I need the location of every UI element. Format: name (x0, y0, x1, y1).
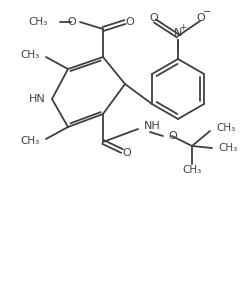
Text: CH₃: CH₃ (29, 17, 48, 27)
Text: CH₃: CH₃ (21, 50, 40, 60)
Text: O: O (67, 17, 76, 27)
Text: CH₃: CH₃ (217, 143, 236, 153)
Text: HN: HN (29, 94, 46, 104)
Text: NH: NH (143, 121, 160, 131)
Text: CH₃: CH₃ (182, 165, 201, 175)
Text: CH₃: CH₃ (215, 123, 234, 133)
Text: CH₃: CH₃ (21, 136, 40, 146)
Text: −: − (202, 7, 210, 17)
Text: O: O (167, 131, 176, 141)
Text: O: O (125, 17, 134, 27)
Text: +: + (178, 23, 186, 31)
Text: O: O (122, 148, 131, 158)
Text: O: O (196, 13, 205, 23)
Text: O: O (149, 13, 158, 23)
Text: N: N (173, 28, 181, 38)
